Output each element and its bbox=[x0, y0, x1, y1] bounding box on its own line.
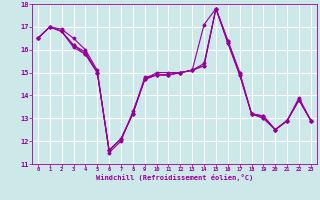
X-axis label: Windchill (Refroidissement éolien,°C): Windchill (Refroidissement éolien,°C) bbox=[96, 174, 253, 181]
